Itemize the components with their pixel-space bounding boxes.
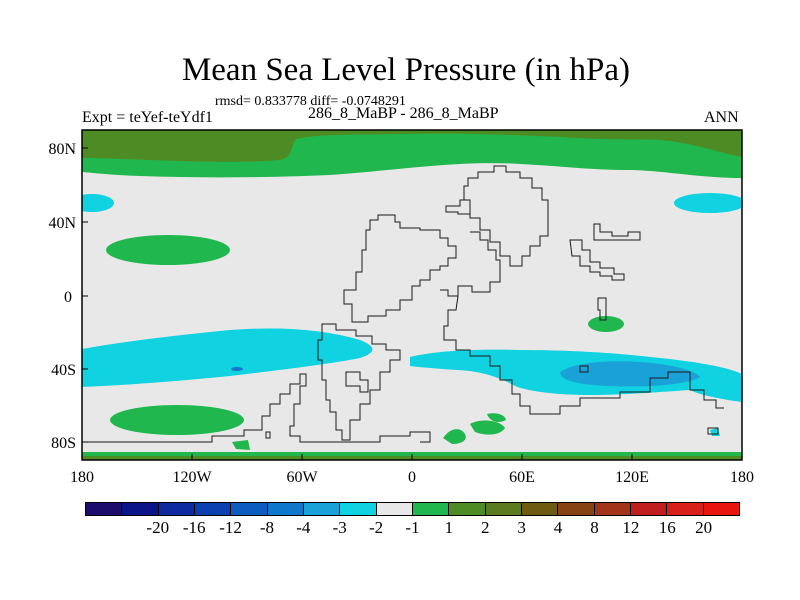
colorbar-swatch (485, 503, 522, 515)
field-blue-west (231, 367, 243, 371)
field-green-sat (443, 429, 466, 444)
x-tick-label: 120W (172, 469, 212, 486)
field-blue-core (560, 361, 700, 387)
colorbar-swatch (231, 503, 268, 515)
colorbar-label: 20 (695, 518, 713, 537)
colorbar-label: 12 (622, 518, 640, 537)
colorbar (85, 502, 740, 516)
field-green-sio2 (487, 413, 506, 422)
field-green-sw (110, 405, 244, 435)
colorbar-swatch (594, 503, 631, 515)
x-tick-label: 180 (730, 469, 754, 486)
coast-europe-africa (440, 231, 724, 415)
field-cyan-ne (674, 193, 742, 213)
y-tick-label: 80N (48, 141, 76, 158)
colorbar-swatch (703, 503, 739, 515)
x-tick-label: 60E (509, 469, 535, 486)
coast-australia (579, 365, 589, 373)
map-title: Mean Sea Level Pressure (in hPa) (181, 52, 631, 88)
y-tick-label: 40S (51, 362, 76, 379)
colorbar-label: -8 (259, 518, 275, 537)
coastlines (82, 165, 724, 443)
season-label: ANN (704, 109, 739, 126)
colorbar-label: 4 (553, 518, 563, 537)
coast-antarctic-edge (82, 373, 431, 443)
x-tick-marks (81, 454, 743, 460)
x-tick-label: 120E (615, 469, 649, 486)
x-tick-label: 60W (286, 469, 318, 486)
colorbar-label: -20 (146, 518, 170, 537)
coast-americas-north (343, 214, 457, 323)
field-cyan-band-west (82, 328, 373, 387)
colorbar-label: -12 (219, 518, 242, 537)
colorbar-swatch (521, 503, 559, 515)
colorbar-label: -4 (296, 518, 311, 537)
colorbar-swatch (158, 503, 195, 515)
colorbar-swatch (194, 503, 232, 515)
field-green-indian (588, 316, 624, 332)
colorbar-label: -1 (405, 518, 420, 537)
experiment-label: Expt = teYef-teYdf1 (82, 109, 213, 126)
y-tick-label: 40N (48, 215, 76, 232)
y-tick-label: 80S (51, 435, 76, 452)
colorbar-swatch (630, 503, 668, 515)
field-green-pacific (106, 235, 230, 265)
colorbar-label: 2 (481, 518, 490, 537)
colorbar-swatch (340, 503, 377, 515)
coast-greenland (463, 165, 549, 267)
coast-india (597, 297, 607, 321)
field-green-s-amer (232, 440, 250, 450)
y-tick-marks (82, 147, 88, 443)
field-arctic-core (82, 130, 742, 162)
coast-asia-north (569, 223, 641, 281)
colorbar-swatch (122, 503, 159, 515)
map-fields (82, 130, 742, 460)
colorbar-swatch (667, 503, 704, 515)
colorbar-label: 3 (517, 518, 526, 537)
colorbar-label: -3 (332, 518, 347, 537)
colorbar-swatch (558, 503, 595, 515)
colorbar-label: 16 (658, 518, 676, 537)
coast-east-antarctic (265, 427, 719, 439)
period-label: 286_8_MaBP - 286_8_MaBP (308, 105, 499, 122)
colorbar-label: 8 (590, 518, 599, 537)
x-tick-label: 0 (408, 469, 416, 486)
coast-greenland-west (445, 199, 471, 215)
coast-southern-isles (345, 371, 369, 393)
colorbar-swatch (267, 503, 304, 515)
colorbar-swatch (376, 503, 413, 515)
colorbar-label: 1 (444, 518, 454, 537)
x-tick-label: 180 (70, 469, 94, 486)
colorbar-label: -2 (369, 518, 384, 537)
colorbar-swatch (449, 503, 486, 515)
stats-line: rmsd= 0.833778 diff= -0.0748291 (215, 94, 406, 109)
coast-americas-south (317, 323, 401, 441)
field-green-sio1 (470, 420, 505, 435)
colorbar-swatch (86, 503, 123, 515)
colorbar-swatch (303, 503, 341, 515)
y-tick-label: 0 (64, 289, 72, 306)
colorbar-label: -16 (182, 518, 206, 537)
field-cyan-nw (82, 194, 114, 212)
colorbar-swatch (412, 503, 450, 515)
